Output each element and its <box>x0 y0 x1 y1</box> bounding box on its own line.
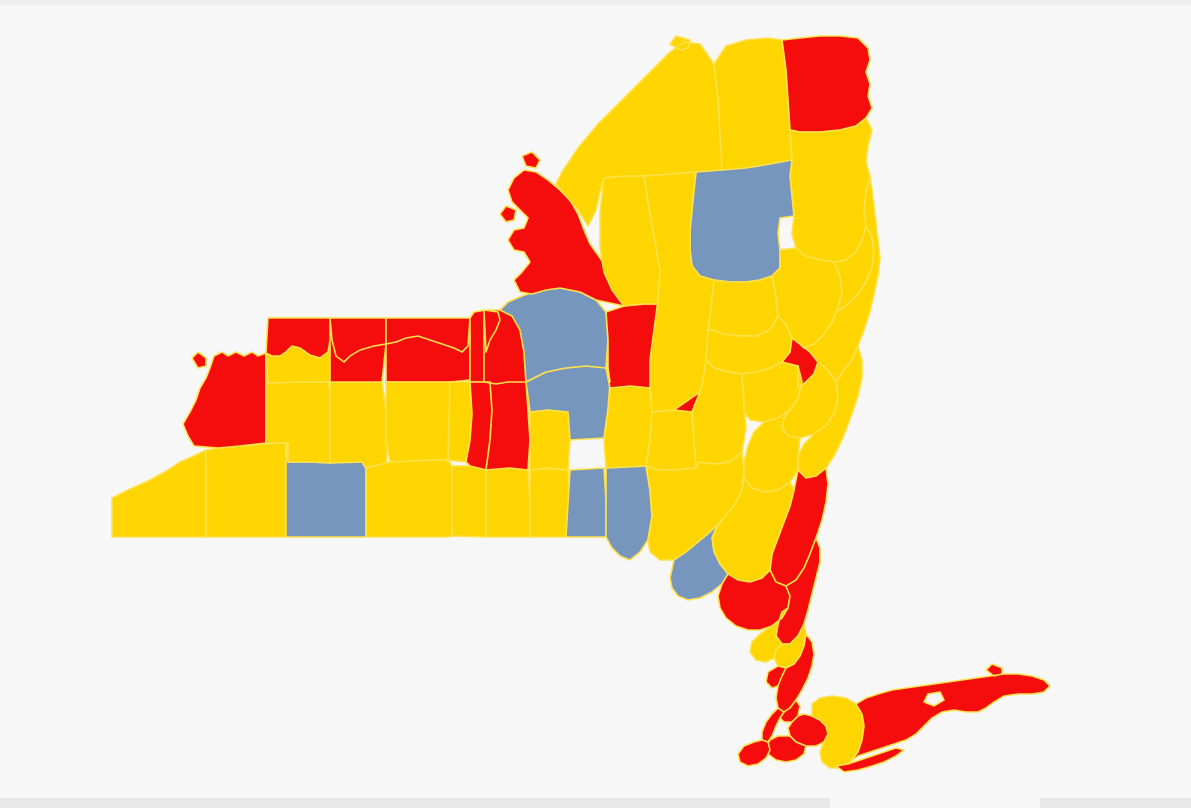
county-jefferson[interactable] <box>500 152 624 306</box>
county-clinton[interactable] <box>782 36 872 132</box>
county-chemung[interactable] <box>486 468 530 537</box>
county-schuyler[interactable] <box>452 466 488 537</box>
county-tioga[interactable] <box>566 468 606 537</box>
coastal-bits <box>836 748 904 772</box>
county-cattaraugus[interactable] <box>206 443 286 537</box>
county-greene[interactable] <box>744 410 800 492</box>
county-fulton[interactable] <box>708 276 778 336</box>
county-niagara[interactable] <box>266 318 330 358</box>
county-rockland[interactable] <box>750 608 788 662</box>
footer-segment-left <box>0 798 830 808</box>
footer-segment-right <box>1040 798 1191 808</box>
county-tompkins[interactable] <box>530 468 570 537</box>
county-cayuga[interactable] <box>484 310 530 470</box>
county-steuben[interactable] <box>366 460 452 537</box>
county-chautauqua[interactable] <box>112 450 206 537</box>
county-livingston[interactable] <box>330 382 388 468</box>
county-cortland[interactable] <box>530 410 570 470</box>
county-washington[interactable] <box>800 176 880 382</box>
county-suffolk[interactable] <box>850 664 1050 762</box>
footer-band <box>0 798 1191 808</box>
county-erie[interactable] <box>183 352 266 448</box>
county-kings[interactable] <box>766 736 806 762</box>
county-sullivan[interactable] <box>670 520 728 600</box>
top-edge-seam <box>0 0 1191 5</box>
county-rensselaer[interactable] <box>798 346 862 478</box>
county-madison[interactable] <box>604 386 652 468</box>
county-ontario[interactable] <box>386 382 452 462</box>
county-richmond[interactable] <box>738 740 770 766</box>
county-westchester[interactable] <box>766 634 814 712</box>
county-orleans[interactable] <box>330 318 386 382</box>
footer-gap <box>830 798 1040 808</box>
county-monroe[interactable] <box>386 318 470 382</box>
county-chenango[interactable] <box>646 410 696 470</box>
county-franklin[interactable] <box>714 38 792 170</box>
county-broome[interactable] <box>606 466 652 560</box>
county-essex[interactable] <box>790 118 872 262</box>
